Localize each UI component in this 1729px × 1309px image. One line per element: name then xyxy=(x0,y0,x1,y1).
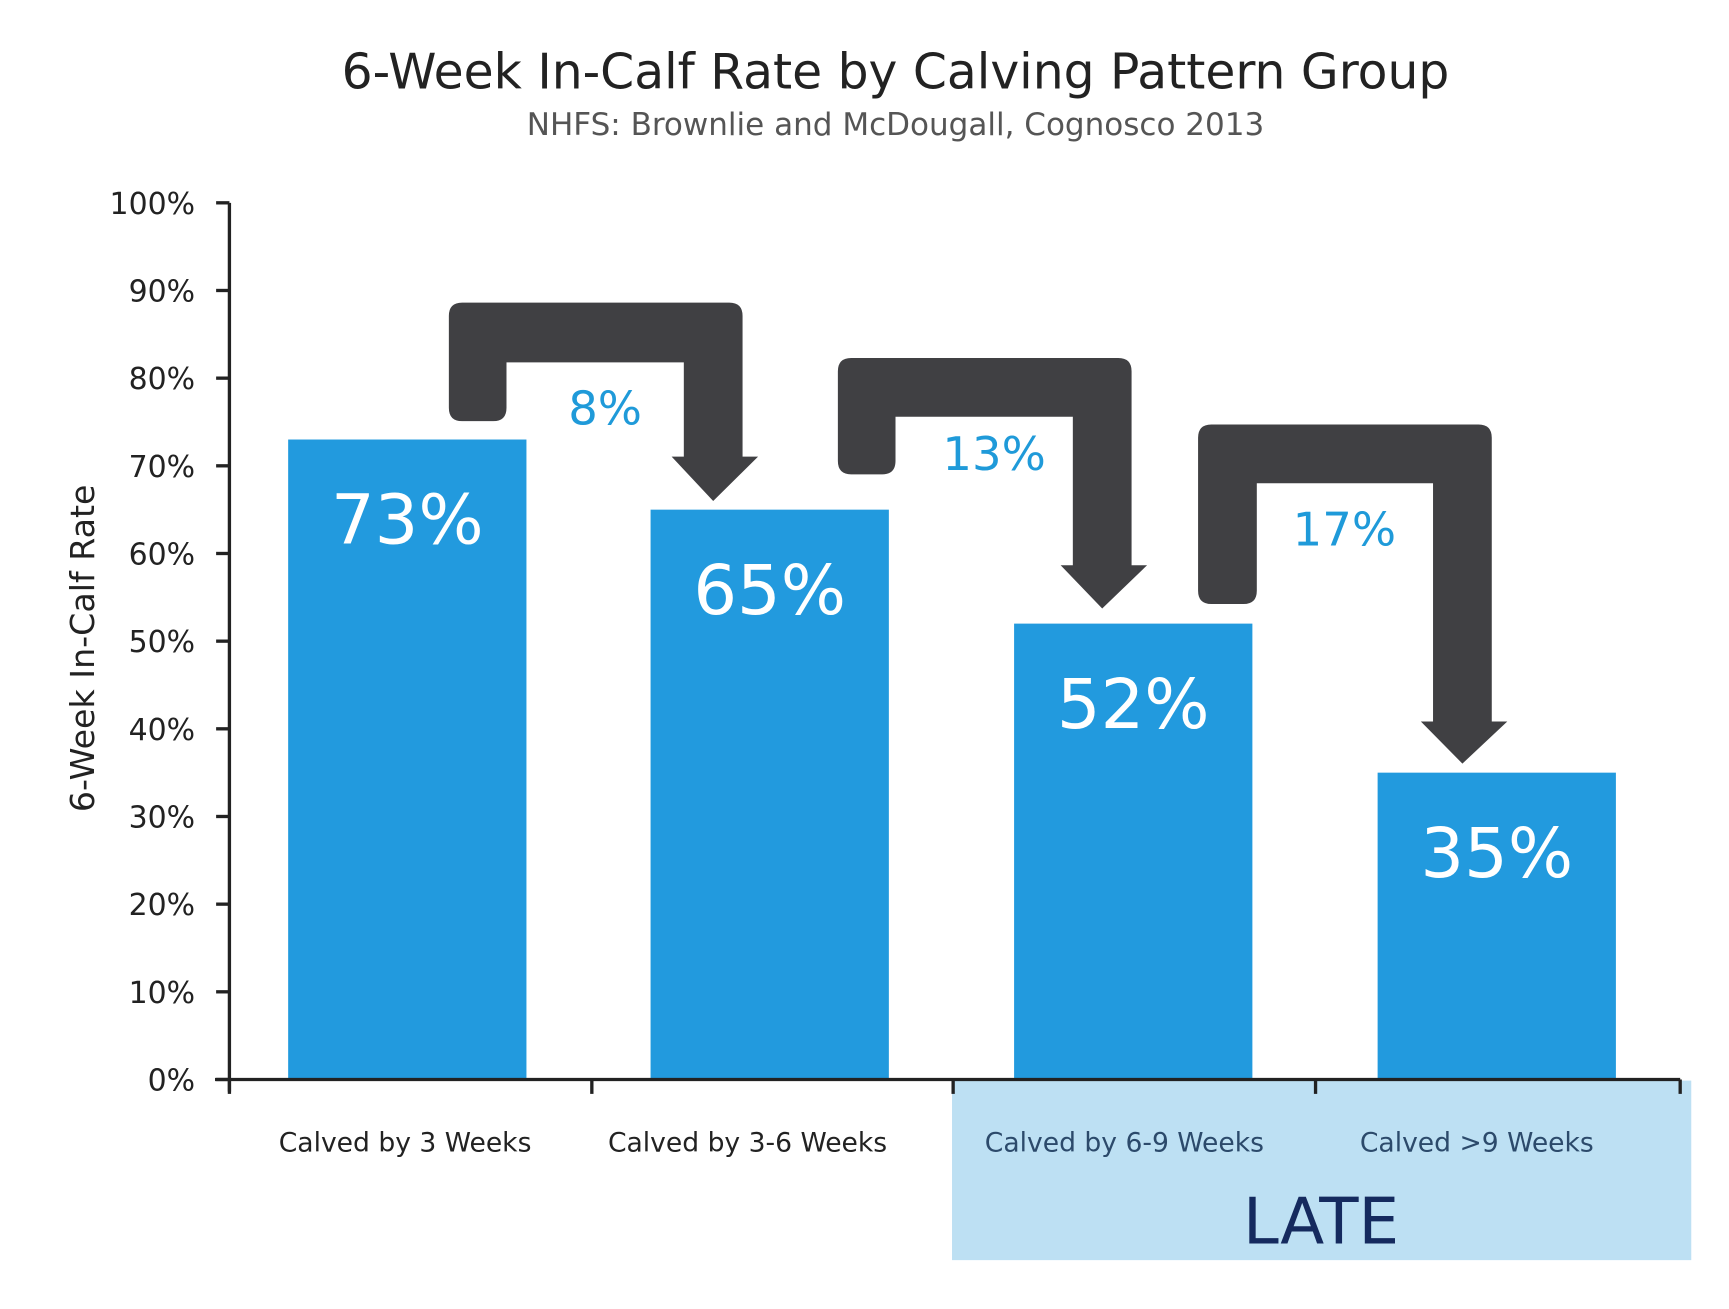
y-tick-label: 0% xyxy=(148,1064,195,1099)
category-label: Calved by 3 Weeks xyxy=(279,1128,532,1159)
category-label: Calved by 6-9 Weeks xyxy=(985,1128,1264,1159)
bar-value-label: 52% xyxy=(1057,665,1210,745)
chart-title: 6-Week In-Calf Rate by Calving Pattern G… xyxy=(342,45,1450,101)
y-axis-label: 6-Week In-Calf Rate xyxy=(63,485,102,813)
y-tick-label: 100% xyxy=(110,187,196,222)
y-tick-label: 80% xyxy=(129,362,195,397)
drop-label: 8% xyxy=(568,381,642,435)
drop-arrow-icon xyxy=(837,357,1148,609)
category-label: Calved >9 Weeks xyxy=(1360,1128,1594,1159)
late-label: LATE xyxy=(1243,1185,1399,1260)
y-tick-label: 50% xyxy=(129,625,195,660)
bar-value-label: 65% xyxy=(693,551,846,631)
bar-value-label: 35% xyxy=(1420,814,1573,894)
drop-label: 17% xyxy=(1293,502,1396,556)
y-tick-label: 90% xyxy=(129,275,195,310)
bar xyxy=(288,439,527,1080)
category-label: Calved by 3-6 Weeks xyxy=(608,1128,887,1159)
bar-value-label: 73% xyxy=(331,481,484,561)
y-tick-label: 20% xyxy=(129,888,195,923)
bar xyxy=(650,509,889,1080)
y-tick-label: 30% xyxy=(129,801,195,836)
drop-arrow-icon xyxy=(448,302,759,501)
late-group-box xyxy=(952,1080,1692,1261)
y-tick-label: 40% xyxy=(129,713,195,748)
bar xyxy=(1014,623,1253,1080)
chart-subtitle: NHFS: Brownlie and McDougall, Cognosco 2… xyxy=(527,107,1264,143)
y-tick-label: 60% xyxy=(129,538,195,573)
y-tick-label: 70% xyxy=(129,450,195,485)
y-tick-label: 10% xyxy=(129,976,195,1011)
drop-label: 13% xyxy=(942,427,1045,481)
bar xyxy=(1377,772,1616,1080)
drop-arrow-icon xyxy=(1198,424,1508,764)
